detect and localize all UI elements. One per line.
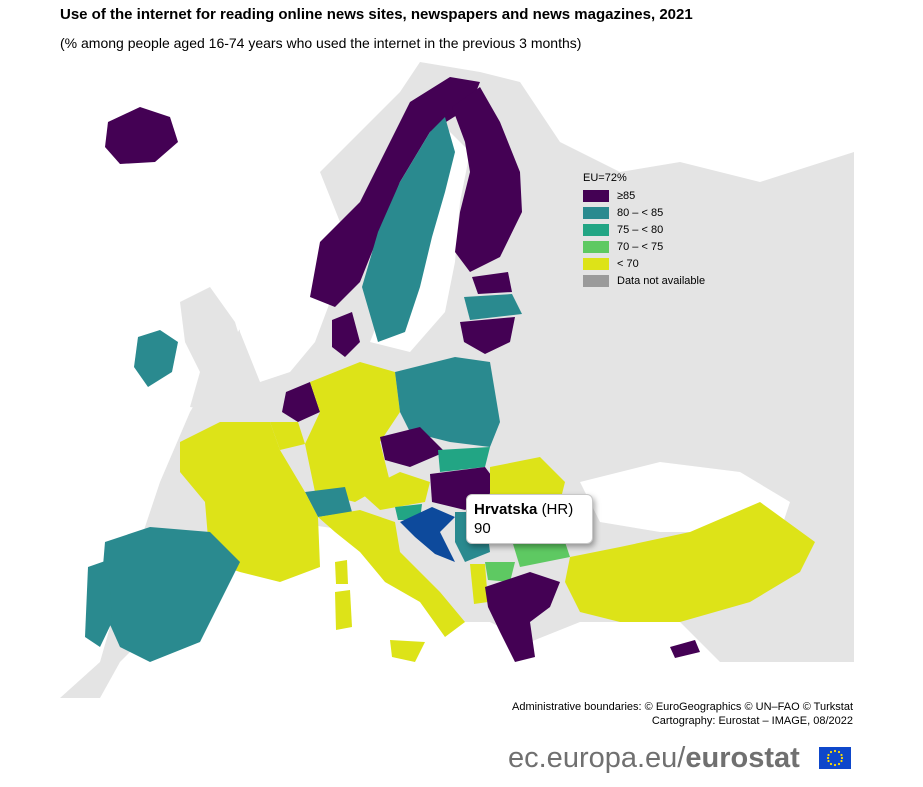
spain-shape: [100, 527, 240, 662]
credits-cartography: Cartography: Eurostat – IMAGE, 08/2022: [651, 715, 853, 727]
corsica-shape: [335, 560, 348, 584]
italy-shape: [318, 510, 465, 637]
legend-item: 70 – < 75: [583, 238, 705, 255]
cyprus-shape: [670, 640, 700, 658]
eurostat-brand[interactable]: ec.europa.eu/eurostat: [508, 742, 800, 775]
legend: EU=72% ≥85 80 – < 85 75 – < 80 70 – < 75…: [583, 172, 705, 289]
lithuania-shape: [460, 317, 515, 354]
latvia-shape: [464, 294, 522, 320]
slovakia-shape: [438, 447, 490, 472]
netherlands-shape: [282, 382, 320, 422]
belgium-shape: [270, 422, 305, 450]
legend-swatch: [583, 206, 609, 219]
switzerland-shape: [305, 487, 352, 517]
legend-heading: EU=72%: [583, 172, 627, 184]
brand-name: eurostat: [685, 742, 800, 774]
legend-item: 75 – < 80: [583, 221, 705, 238]
norway-shape: [310, 77, 480, 307]
hungary-shape: [430, 467, 500, 510]
map-subtitle: (% among people aged 16-74 years who use…: [60, 35, 582, 51]
north-sea: [210, 172, 340, 382]
denmark-shape: [332, 312, 360, 357]
legend-label: ≥85: [617, 189, 636, 202]
tooltip-value: 90: [474, 520, 491, 537]
credits: Administrative boundaries: © EuroGeograp…: [512, 700, 853, 728]
eu-flag-icon: [819, 747, 851, 769]
legend-item: Data not available: [583, 272, 705, 289]
legend-item: < 70: [583, 255, 705, 272]
legend-label: Data not available: [617, 274, 706, 287]
estonia-shape: [472, 272, 512, 294]
portugal-shape: [85, 560, 112, 647]
czechia-shape: [380, 427, 445, 467]
uk-shape: [180, 287, 260, 412]
legend-label: 75 – < 80: [617, 223, 664, 236]
croatia-shape: [400, 507, 455, 562]
legend-label: 80 – < 85: [617, 206, 664, 219]
austria-shape: [360, 472, 430, 510]
arctic-sea: [420, 62, 854, 182]
country-tooltip: Hrvatska (HR) 90: [466, 494, 593, 544]
ireland-shape: [134, 330, 178, 387]
iceland-shape: [105, 107, 178, 164]
greece-shape: [485, 572, 560, 662]
tooltip-country-name: Hrvatska: [474, 501, 538, 518]
legend-item: ≥85: [583, 187, 705, 204]
legend-swatch: [583, 257, 609, 270]
legend-label: < 70: [617, 257, 639, 270]
poland-shape: [395, 357, 500, 447]
germany-shape: [305, 362, 400, 502]
sweden-shape: [362, 117, 455, 342]
legend-swatch: [583, 274, 609, 287]
legend-item: 80 – < 85: [583, 204, 705, 221]
turkey-shape: [565, 502, 815, 622]
tooltip-country-code: (HR): [541, 501, 574, 518]
map-title: Use of the internet for reading online n…: [60, 6, 693, 23]
atlantic-sea: [60, 62, 420, 698]
legend-label: 70 – < 75: [617, 240, 664, 253]
europe-map: [60, 62, 854, 698]
legend-swatch: [583, 223, 609, 236]
legend-swatch: [583, 240, 609, 253]
finland-shape: [452, 87, 522, 272]
north-macedonia-shape: [485, 562, 515, 582]
sicily-shape: [390, 640, 425, 662]
legend-swatch: [583, 189, 609, 202]
sardinia-shape: [335, 590, 352, 630]
albania-shape: [470, 564, 488, 604]
credits-boundaries: Administrative boundaries: © EuroGeograp…: [511, 701, 853, 713]
brand-domain: ec.europa.eu/: [508, 742, 686, 774]
